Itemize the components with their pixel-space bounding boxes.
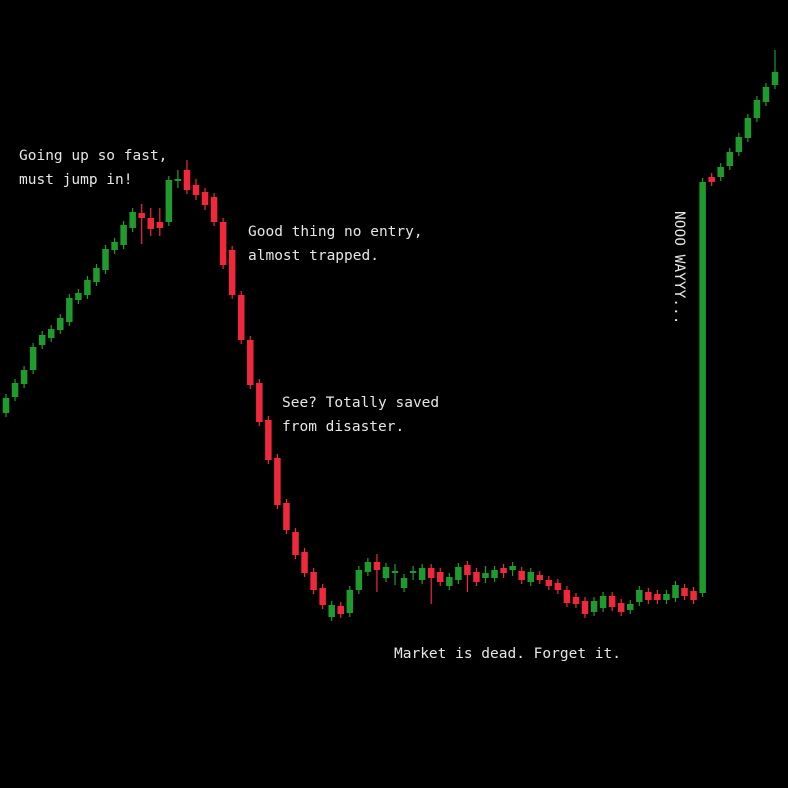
candle-body bbox=[319, 588, 326, 605]
candle-body bbox=[500, 568, 507, 573]
candle-body bbox=[726, 152, 734, 166]
candle-body bbox=[708, 177, 715, 182]
candle-body bbox=[274, 458, 281, 505]
candle-body bbox=[355, 570, 363, 590]
candle-body bbox=[75, 293, 82, 300]
annotation: almost trapped. bbox=[248, 248, 379, 264]
candle-body bbox=[545, 580, 553, 586]
candle-body bbox=[228, 250, 236, 295]
candle-body bbox=[391, 571, 399, 573]
candle-body bbox=[437, 572, 444, 582]
candle-body bbox=[138, 213, 145, 218]
annotation: Market is dead. Forget it. bbox=[394, 646, 621, 662]
candle-body bbox=[183, 170, 191, 190]
candle-body bbox=[57, 318, 64, 330]
candle-body bbox=[38, 335, 46, 345]
candle-body bbox=[572, 597, 580, 604]
candle-body bbox=[256, 383, 263, 422]
candle-body bbox=[174, 179, 182, 181]
candle-body bbox=[301, 552, 308, 573]
candle-body bbox=[744, 118, 752, 138]
candle-body bbox=[11, 383, 19, 397]
candle-body bbox=[147, 218, 155, 229]
candle-body bbox=[762, 87, 770, 102]
candle-body bbox=[247, 340, 254, 385]
candle-body bbox=[617, 603, 625, 612]
candle-body bbox=[165, 180, 173, 222]
candle-body bbox=[409, 571, 417, 573]
candle-body bbox=[753, 100, 761, 118]
candle-body bbox=[210, 197, 218, 222]
candle-body bbox=[645, 592, 652, 600]
candle-body bbox=[690, 591, 697, 600]
candle-body bbox=[590, 601, 598, 612]
candle-body bbox=[482, 573, 489, 578]
candle-body bbox=[464, 565, 471, 575]
candle-body bbox=[201, 192, 209, 205]
candle-body bbox=[93, 268, 100, 282]
candle-body bbox=[292, 532, 299, 555]
candle-body bbox=[346, 590, 354, 613]
candle-body bbox=[129, 212, 136, 228]
candle-body bbox=[219, 222, 227, 265]
annotation: Going up so fast, bbox=[19, 148, 167, 164]
candle-body bbox=[427, 568, 435, 578]
candle-body bbox=[20, 370, 28, 384]
candle-body bbox=[563, 590, 571, 603]
candle-body bbox=[66, 298, 73, 322]
candle-body bbox=[599, 596, 607, 608]
candle-body bbox=[382, 567, 390, 578]
annotation: See? Totally saved bbox=[282, 395, 439, 411]
candle-body bbox=[663, 594, 670, 600]
candle-body bbox=[111, 242, 118, 250]
candle-body bbox=[265, 420, 272, 460]
candle-body bbox=[672, 585, 679, 598]
candle-body bbox=[608, 596, 616, 607]
candle-body bbox=[47, 329, 55, 338]
candle-body bbox=[717, 167, 724, 177]
annotation-vertical: NOOO WAYYY... bbox=[671, 211, 687, 325]
candle-body bbox=[473, 572, 480, 582]
candle-body bbox=[2, 398, 10, 413]
candle-body bbox=[654, 594, 661, 600]
candle-body bbox=[527, 572, 534, 582]
candle-body bbox=[120, 225, 127, 245]
candle-body bbox=[518, 571, 525, 580]
candle-body bbox=[156, 222, 164, 228]
candle-body bbox=[581, 601, 589, 614]
candle-body bbox=[418, 568, 426, 580]
candle-body bbox=[102, 249, 109, 270]
candle-body bbox=[328, 605, 335, 617]
candle-body bbox=[84, 280, 91, 295]
candle-body bbox=[310, 572, 317, 590]
candle-body bbox=[681, 588, 688, 596]
candle-body bbox=[337, 606, 344, 614]
candle-body bbox=[237, 295, 245, 340]
candle-body bbox=[771, 72, 779, 85]
candle-body bbox=[192, 185, 200, 195]
candle-body bbox=[699, 182, 706, 593]
candle-body bbox=[400, 578, 408, 588]
annotation: must jump in! bbox=[19, 172, 133, 188]
candle-body bbox=[626, 604, 634, 610]
candle-body bbox=[636, 590, 643, 602]
candle-body bbox=[373, 562, 381, 570]
candle-body bbox=[536, 575, 544, 580]
candle-body bbox=[29, 347, 37, 370]
candle-body bbox=[491, 570, 498, 578]
candle-body bbox=[283, 503, 290, 530]
candle-body bbox=[455, 567, 462, 580]
annotation: from disaster. bbox=[282, 419, 404, 435]
candle-body bbox=[509, 566, 516, 570]
candle-body bbox=[446, 577, 453, 586]
candle-body bbox=[735, 137, 743, 152]
candle-body bbox=[364, 562, 372, 572]
candle-body bbox=[554, 583, 562, 590]
annotation: Good thing no entry, bbox=[248, 224, 423, 240]
